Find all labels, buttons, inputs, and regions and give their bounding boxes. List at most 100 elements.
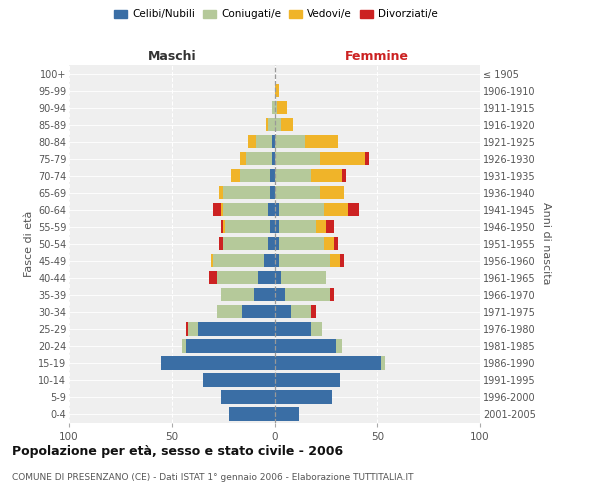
Bar xyxy=(211,254,213,268)
Bar xyxy=(271,169,275,182)
Bar xyxy=(223,220,225,234)
Bar xyxy=(275,288,285,302)
Bar xyxy=(340,254,344,268)
Bar xyxy=(275,340,336,352)
Bar xyxy=(268,203,275,216)
Bar xyxy=(330,254,340,268)
Bar xyxy=(311,322,322,336)
Bar xyxy=(275,220,278,234)
Bar xyxy=(219,237,223,250)
Bar xyxy=(275,390,332,404)
Bar xyxy=(264,254,275,268)
Bar xyxy=(277,101,287,114)
Bar xyxy=(223,237,268,250)
Bar xyxy=(324,237,334,250)
Bar xyxy=(275,237,278,250)
Legend: Celibi/Nubili, Coniugati/e, Vedovi/e, Divorziati/e: Celibi/Nubili, Coniugati/e, Vedovi/e, Di… xyxy=(110,5,442,24)
Bar xyxy=(275,322,311,336)
Text: Popolazione per età, sesso e stato civile - 2006: Popolazione per età, sesso e stato civil… xyxy=(12,445,343,458)
Bar xyxy=(213,203,221,216)
Bar xyxy=(275,169,311,182)
Bar xyxy=(285,288,330,302)
Bar xyxy=(365,152,369,166)
Bar xyxy=(272,101,275,114)
Bar xyxy=(217,271,258,284)
Bar xyxy=(272,152,275,166)
Bar xyxy=(291,305,311,318)
Bar xyxy=(275,203,278,216)
Bar xyxy=(258,271,275,284)
Bar xyxy=(275,135,305,148)
Bar xyxy=(311,305,316,318)
Bar xyxy=(275,118,281,131)
Bar xyxy=(225,220,271,234)
Bar xyxy=(239,169,271,182)
Bar xyxy=(278,220,316,234)
Bar xyxy=(203,374,275,386)
Bar xyxy=(324,203,349,216)
Bar xyxy=(382,356,385,370)
Bar xyxy=(275,152,320,166)
Bar xyxy=(213,254,264,268)
Bar xyxy=(272,135,275,148)
Y-axis label: Fasce di età: Fasce di età xyxy=(23,210,34,277)
Bar xyxy=(275,101,277,114)
Bar xyxy=(334,237,338,250)
Bar xyxy=(275,254,278,268)
Bar xyxy=(254,288,275,302)
Bar xyxy=(320,152,365,166)
Bar xyxy=(232,169,239,182)
Bar xyxy=(320,186,344,200)
Bar xyxy=(229,408,275,420)
Bar xyxy=(186,340,275,352)
Bar xyxy=(349,203,359,216)
Y-axis label: Anni di nascita: Anni di nascita xyxy=(541,202,551,285)
Bar xyxy=(242,305,275,318)
Bar xyxy=(246,152,272,166)
Bar xyxy=(266,118,268,131)
Bar xyxy=(217,305,242,318)
Bar xyxy=(182,340,186,352)
Bar xyxy=(275,305,291,318)
Bar xyxy=(161,356,275,370)
Bar xyxy=(221,220,223,234)
Bar xyxy=(275,84,278,97)
Bar xyxy=(343,169,346,182)
Bar xyxy=(248,135,256,148)
Bar xyxy=(275,408,299,420)
Bar xyxy=(219,186,223,200)
Bar xyxy=(221,390,275,404)
Bar xyxy=(268,118,275,131)
Bar xyxy=(275,186,320,200)
Bar xyxy=(221,288,254,302)
Bar xyxy=(186,322,188,336)
Bar xyxy=(221,203,223,216)
Bar xyxy=(256,135,272,148)
Bar xyxy=(199,322,275,336)
Bar xyxy=(209,271,217,284)
Bar xyxy=(305,135,338,148)
Bar xyxy=(271,186,275,200)
Text: Femmine: Femmine xyxy=(345,50,409,62)
Bar xyxy=(239,152,246,166)
Bar xyxy=(275,356,382,370)
Bar xyxy=(330,288,334,302)
Bar xyxy=(188,322,199,336)
Bar xyxy=(278,254,330,268)
Bar xyxy=(278,237,324,250)
Bar xyxy=(281,271,326,284)
Bar xyxy=(326,220,334,234)
Bar xyxy=(278,203,324,216)
Bar xyxy=(281,118,293,131)
Bar xyxy=(223,203,268,216)
Text: COMUNE DI PRESENZANO (CE) - Dati ISTAT 1° gennaio 2006 - Elaborazione TUTTITALIA: COMUNE DI PRESENZANO (CE) - Dati ISTAT 1… xyxy=(12,472,413,482)
Bar xyxy=(275,374,340,386)
Bar xyxy=(223,186,271,200)
Bar xyxy=(336,340,343,352)
Bar xyxy=(311,169,343,182)
Bar xyxy=(275,271,281,284)
Bar xyxy=(268,237,275,250)
Bar xyxy=(316,220,326,234)
Bar xyxy=(271,220,275,234)
Text: Maschi: Maschi xyxy=(148,50,196,62)
